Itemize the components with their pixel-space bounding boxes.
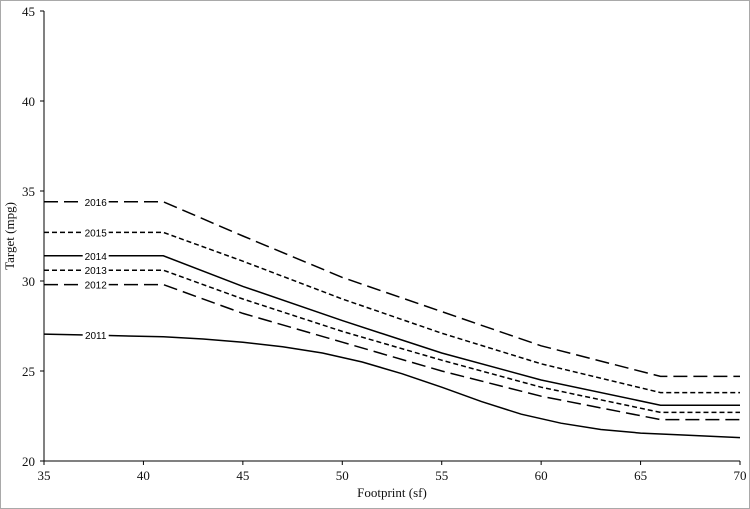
series-label-2014: 2014	[85, 252, 108, 263]
series-labels: 2016 2015 2014 2013 2012 2011	[82, 195, 109, 342]
y-tick-label: 20	[22, 454, 35, 469]
x-tick-label: 45	[236, 468, 249, 483]
series-label-background	[82, 226, 109, 239]
series-label-2012: 2012	[85, 281, 108, 292]
series-line-2014	[44, 255, 740, 406]
y-axis-title: Target (mpg)	[2, 202, 17, 270]
series-label-2016: 2016	[85, 198, 108, 209]
series-line-2015	[44, 231, 740, 394]
series-label-2011: 2011	[85, 331, 107, 342]
x-tick-label: 65	[634, 468, 647, 483]
series-label-background	[82, 249, 109, 262]
y-tick-label: 45	[22, 4, 35, 19]
series-label-background	[82, 264, 109, 277]
x-tick-label: 70	[734, 468, 747, 483]
axes	[43, 11, 740, 462]
series-label-background	[82, 278, 109, 291]
x-tick-label: 60	[535, 468, 548, 483]
series-line-2016	[44, 201, 740, 378]
y-tick-label: 25	[22, 364, 35, 379]
series-label-2013: 2013	[85, 266, 108, 277]
series-line-2013	[44, 269, 740, 414]
series-label-background	[82, 329, 109, 342]
series-lines	[43, 201, 741, 439]
ticks: 35 40 45 50 55 60 65 70 20 25 30 35 40 45	[22, 4, 747, 483]
x-tick-label: 40	[137, 468, 150, 483]
y-tick-label: 30	[22, 274, 35, 289]
series-label-2015: 2015	[85, 228, 108, 239]
series-line-2012	[44, 283, 740, 421]
y-tick-label: 40	[22, 94, 35, 109]
x-tick-label: 50	[336, 468, 349, 483]
x-tick-label: 55	[435, 468, 448, 483]
x-tick-label: 35	[38, 468, 51, 483]
x-axis-title: Footprint (sf)	[357, 485, 427, 500]
series-label-background	[82, 195, 109, 208]
series-line-2011	[43, 333, 741, 439]
y-tick-label: 35	[22, 184, 35, 199]
